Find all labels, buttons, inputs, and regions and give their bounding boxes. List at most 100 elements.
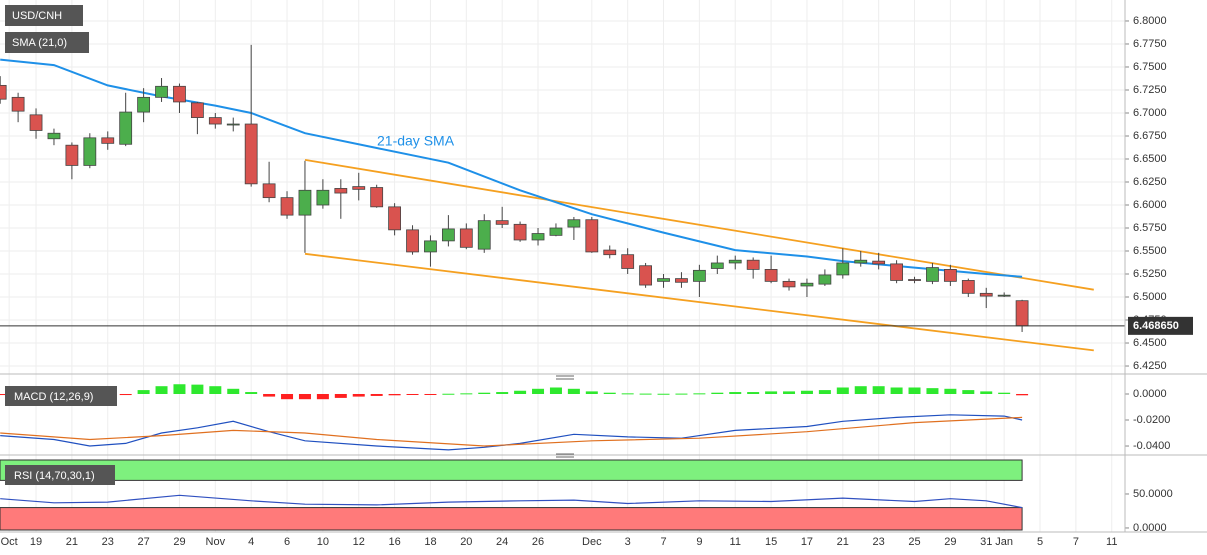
x-tick-label: 29 — [173, 536, 185, 548]
histogram-bar — [191, 384, 204, 394]
histogram-bar — [675, 393, 688, 395]
y-tick-label: 6.6250 — [1133, 176, 1167, 188]
y-tick-label: 6.7500 — [1133, 61, 1167, 73]
resize-grip[interactable] — [556, 453, 574, 458]
candle-body — [890, 263, 903, 281]
x-tick-label: 24 — [496, 536, 508, 548]
x-tick-label: 23 — [873, 536, 885, 548]
histogram-bar — [657, 393, 670, 395]
y-tick-label: 6.6000 — [1133, 199, 1167, 211]
histogram-bar — [836, 387, 849, 394]
resize-grip[interactable] — [556, 375, 574, 380]
y-tick-label: -0.0400 — [1133, 440, 1170, 452]
label-box — [5, 32, 89, 53]
candle-body — [334, 188, 348, 194]
histogram-bar — [388, 393, 401, 396]
candle-body — [567, 219, 581, 228]
label-box — [5, 5, 83, 26]
histogram-bar — [765, 391, 778, 394]
y-tick-label: 6.5250 — [1133, 268, 1167, 280]
candle-body — [782, 280, 796, 288]
candle-body — [728, 259, 742, 264]
histogram-bar — [639, 393, 652, 395]
histogram-bar — [890, 387, 903, 394]
candle-body — [818, 274, 832, 285]
histogram-bar — [567, 388, 580, 394]
histogram-bar — [442, 393, 455, 395]
candle-body — [549, 227, 563, 236]
candle-body — [226, 123, 240, 126]
y-tick-label: 0.0000 — [1133, 522, 1167, 534]
candle-body — [746, 259, 760, 270]
overbought-zone — [0, 459, 1023, 481]
histogram-bar — [1016, 393, 1029, 396]
candle-body — [388, 206, 402, 231]
candle-body — [639, 265, 652, 286]
y-tick-label: 6.4500 — [1133, 337, 1167, 349]
annotation: 21-day SMA — [377, 133, 455, 149]
x-tick-label: 7 — [1073, 536, 1079, 548]
histogram-bar — [818, 390, 831, 394]
candle-body — [710, 262, 724, 269]
histogram-bar — [334, 393, 347, 398]
histogram-bar — [603, 392, 616, 394]
y-tick-label: 6.6750 — [1133, 130, 1167, 142]
candle-body — [316, 189, 330, 206]
candle-body — [692, 269, 706, 282]
candle-body — [459, 228, 473, 248]
candle-body — [424, 240, 437, 253]
x-tick-label: 26 — [532, 536, 544, 548]
histogram-bar — [585, 391, 598, 394]
candle-body — [298, 189, 312, 216]
candle-body — [943, 269, 957, 282]
x-tick-label: 20 — [460, 536, 472, 548]
macd-line — [0, 416, 1023, 447]
candle-body — [441, 228, 455, 242]
histogram-bar — [352, 393, 365, 397]
x-tick-label: 21 — [66, 536, 78, 548]
histogram-bar — [298, 393, 311, 400]
x-tick-label: 11 — [730, 536, 741, 548]
candle-body — [800, 282, 814, 287]
candle-body — [603, 249, 617, 256]
candle-body — [137, 96, 151, 113]
histogram-bar — [872, 386, 885, 394]
histogram-bar — [155, 386, 168, 394]
x-tick-label: 3 — [625, 536, 631, 548]
candle-body — [208, 117, 222, 125]
candle-body — [531, 233, 545, 241]
x-tick-label: 23 — [102, 536, 114, 548]
histogram-bar — [0, 393, 7, 396]
x-tick-label: 29 — [944, 536, 956, 548]
histogram-bar — [908, 387, 921, 394]
histogram-bar — [460, 393, 473, 395]
x-tick-label: 5 — [1037, 536, 1043, 548]
candle-body — [11, 96, 25, 112]
histogram-bar — [496, 392, 509, 394]
histogram-bar — [962, 390, 975, 394]
x-tick-label: 31 — [980, 536, 992, 548]
last-price-box — [1128, 316, 1193, 335]
histogram-bar — [747, 392, 760, 394]
candle-body — [764, 269, 778, 282]
histogram-bar — [281, 393, 294, 400]
candle-body — [979, 292, 993, 297]
label-box — [5, 465, 115, 485]
x-tick-label: Oct — [1, 536, 18, 548]
candle-body — [29, 114, 43, 131]
histogram-bar — [514, 390, 527, 394]
x-tick-label: 16 — [388, 536, 400, 548]
candle-body — [280, 197, 294, 216]
candle-body — [352, 186, 366, 190]
histogram-bar — [227, 388, 240, 394]
x-tick-label: 27 — [137, 536, 149, 548]
label-box — [5, 386, 117, 406]
candle-body — [83, 137, 97, 166]
candle-body — [1015, 300, 1029, 327]
y-tick-label: 0.0000 — [1133, 388, 1167, 400]
candle-body — [0, 84, 7, 100]
histogram-bar — [729, 392, 742, 394]
last-price-label: 6.468650 — [1133, 320, 1179, 332]
histogram-bar — [209, 386, 222, 394]
